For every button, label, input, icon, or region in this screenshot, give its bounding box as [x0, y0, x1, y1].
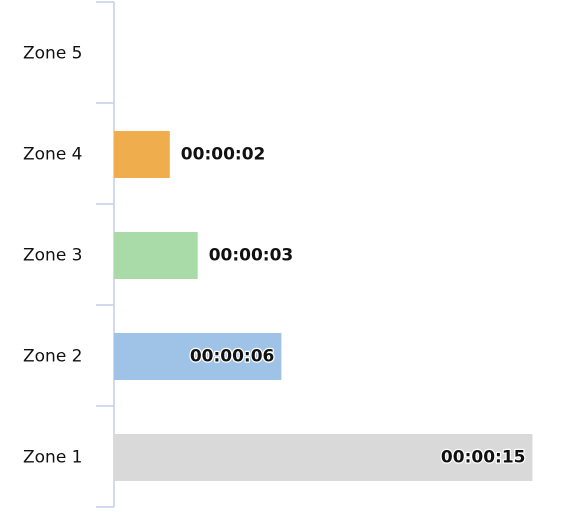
category-label: Zone 5	[23, 44, 83, 64]
category-label: Zone 1	[23, 448, 83, 468]
value-label: 00:00:15	[441, 448, 526, 468]
bar	[114, 232, 198, 279]
value-label: 00:00:03	[209, 246, 294, 266]
bars-group	[114, 131, 533, 481]
value-label: 00:00:06	[190, 347, 275, 367]
bar	[114, 131, 170, 178]
labels-group: Zone 5 Zone 4 00:00:02 Zone 3 00:00:03 Zone 2…	[23, 44, 527, 469]
value-label: 00:00:02	[181, 145, 266, 165]
bar	[114, 434, 533, 481]
category-label: Zone 2	[23, 347, 83, 367]
bar	[114, 333, 282, 380]
category-axis	[96, 1, 115, 508]
category-label: Zone 4	[23, 145, 83, 165]
category-label: Zone 3	[23, 246, 83, 266]
